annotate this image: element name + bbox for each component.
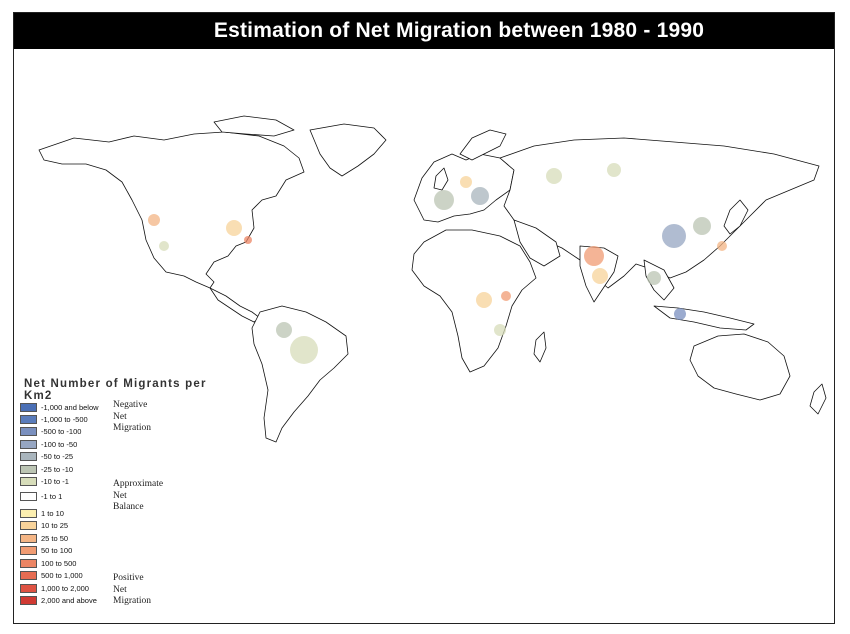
asia bbox=[499, 137, 820, 289]
legend-swatch bbox=[20, 559, 37, 568]
legend-swatch bbox=[20, 427, 37, 436]
arabia bbox=[513, 219, 561, 267]
legend-group-label: Positive Net Migration bbox=[113, 573, 203, 608]
legend-label: -1 to 1 bbox=[41, 492, 63, 501]
legend-item: -1,000 and below bbox=[20, 402, 99, 413]
world-map bbox=[38, 115, 827, 443]
legend-label: 500 to 1,000 bbox=[41, 571, 83, 580]
legend-item: 1,000 to 2,000 bbox=[20, 583, 89, 594]
legend-item: 50 to 100 bbox=[20, 545, 72, 556]
legend-swatch bbox=[20, 492, 37, 501]
legend-label: 50 to 100 bbox=[41, 546, 73, 555]
central-america bbox=[209, 287, 261, 323]
legend-group-line: Net bbox=[113, 584, 127, 595]
europe bbox=[413, 153, 515, 223]
legend-item: 2,000 and above bbox=[20, 595, 97, 606]
legend-item: 1 to 10 bbox=[20, 508, 64, 519]
legend-label: 25 to 50 bbox=[41, 534, 69, 543]
map-title: Estimation of Net Migration between 1980… bbox=[213, 19, 705, 42]
legend-swatch bbox=[20, 546, 37, 555]
legend-label: 2,000 and above bbox=[41, 596, 97, 605]
legend-label: 1,000 to 2,000 bbox=[41, 584, 89, 593]
north-america bbox=[38, 131, 305, 289]
legend-group-line: Balance bbox=[113, 502, 144, 512]
legend-swatch bbox=[20, 440, 37, 449]
legend-item: 25 to 50 bbox=[20, 533, 68, 544]
legend-item: 500 to 1,000 bbox=[20, 570, 83, 581]
legend-group-line: Approximate bbox=[113, 479, 164, 489]
legend-label: -10 to -1 bbox=[41, 477, 69, 486]
new-zealand bbox=[809, 383, 827, 415]
legend-group-line: Negative bbox=[113, 400, 148, 410]
title-bar: Estimation of Net Migration between 1980… bbox=[14, 13, 834, 49]
legend-swatch bbox=[20, 521, 37, 530]
australia bbox=[689, 333, 791, 401]
legend-label: -100 to -50 bbox=[41, 440, 78, 449]
british-isles bbox=[433, 167, 449, 191]
legend-item: 10 to 25 bbox=[20, 520, 68, 531]
legend-item: -500 to -100 bbox=[20, 426, 81, 437]
legend-group-line: Migration bbox=[113, 423, 151, 433]
greenland bbox=[309, 123, 387, 177]
legend-item: -25 to -10 bbox=[20, 464, 73, 475]
legend-swatch bbox=[20, 415, 37, 424]
legend-swatch bbox=[20, 584, 37, 593]
legend-item: -1,000 to -500 bbox=[20, 414, 88, 425]
legend-label: -1,000 and below bbox=[41, 403, 99, 412]
south-america bbox=[251, 305, 349, 443]
japan bbox=[723, 199, 749, 235]
legend-label: 100 to 500 bbox=[41, 559, 77, 568]
legend-label: -50 to -25 bbox=[41, 452, 74, 461]
legend-item: -1 to 1 bbox=[20, 491, 62, 502]
legend-swatch bbox=[20, 509, 37, 518]
legend-label: 1 to 10 bbox=[41, 509, 64, 518]
legend-label: -500 to -100 bbox=[41, 427, 82, 436]
legend-swatch bbox=[20, 452, 37, 461]
legend-title: Net Number of Migrants per Km2 bbox=[24, 378, 207, 402]
madagascar bbox=[533, 331, 547, 363]
migration-shading bbox=[148, 163, 727, 364]
legend-item: 100 to 500 bbox=[20, 558, 76, 569]
legend-group-line: Net bbox=[113, 411, 127, 422]
legend-label: -1,000 to -500 bbox=[41, 415, 88, 424]
legend-group-label: Approximate Net Balance bbox=[113, 479, 203, 514]
legend-group-line: Migration bbox=[113, 596, 151, 606]
legend-label: 10 to 25 bbox=[41, 521, 69, 530]
legend-item: -50 to -25 bbox=[20, 451, 73, 462]
legend-swatch bbox=[20, 403, 37, 412]
legend-group-label: Negative Net Migration bbox=[113, 400, 203, 435]
legend: Net Number of Migrants per Km2 -1,000 an… bbox=[20, 378, 220, 613]
indonesia bbox=[653, 305, 755, 331]
legend-label: -25 to -10 bbox=[41, 465, 74, 474]
legend-item: -100 to -50 bbox=[20, 439, 77, 450]
legend-swatch bbox=[20, 477, 37, 486]
arctic-islands bbox=[213, 115, 295, 137]
legend-group-line: Positive bbox=[113, 573, 144, 583]
scandinavia bbox=[459, 129, 507, 161]
legend-swatch bbox=[20, 596, 37, 605]
legend-swatch bbox=[20, 534, 37, 543]
legend-group-line: Net bbox=[113, 490, 127, 501]
legend-item: -10 to -1 bbox=[20, 476, 69, 487]
legend-swatch bbox=[20, 571, 37, 580]
africa bbox=[411, 229, 537, 373]
legend-swatch bbox=[20, 465, 37, 474]
